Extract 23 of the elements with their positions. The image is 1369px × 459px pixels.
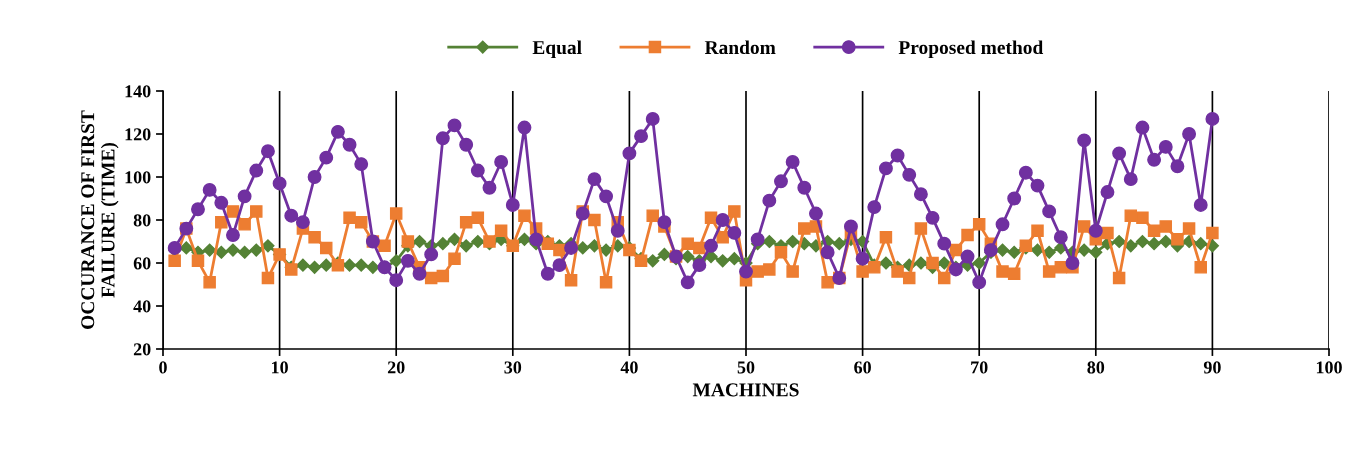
x-tick-label: 100 [1316, 361, 1342, 374]
x-tick-label: 80 [1087, 361, 1105, 374]
x-tick-label: 10 [272, 361, 288, 374]
y-tick-label: 40 [133, 300, 151, 313]
x-tick-label: 70 [971, 361, 988, 374]
x-axis-title: MACHINES [692, 383, 799, 397]
x-tick-label: 0 [159, 361, 167, 374]
x-tick-label: 20 [387, 361, 405, 374]
x-tick-label: 60 [854, 361, 871, 374]
x-tick-label: 90 [1203, 361, 1221, 374]
y-tick-label: 100 [125, 171, 151, 184]
legend-label: Proposed method [898, 40, 1044, 59]
y-tick-label: 80 [133, 214, 151, 227]
y-tick-label: 20 [133, 343, 151, 356]
legend-label: Random [704, 40, 776, 55]
legend-label: Equal [532, 40, 582, 59]
x-tick-label: 30 [504, 361, 522, 374]
y-tick-label: 120 [125, 128, 151, 141]
x-tick-label: 40 [620, 361, 638, 374]
x-tick-label: 50 [737, 361, 755, 374]
y-axis-title: OCCURANCE OF FIRST FAILURE (TIME) [81, 110, 119, 329]
y-tick-label: 140 [125, 85, 151, 98]
y-tick-label: 60 [133, 257, 151, 270]
